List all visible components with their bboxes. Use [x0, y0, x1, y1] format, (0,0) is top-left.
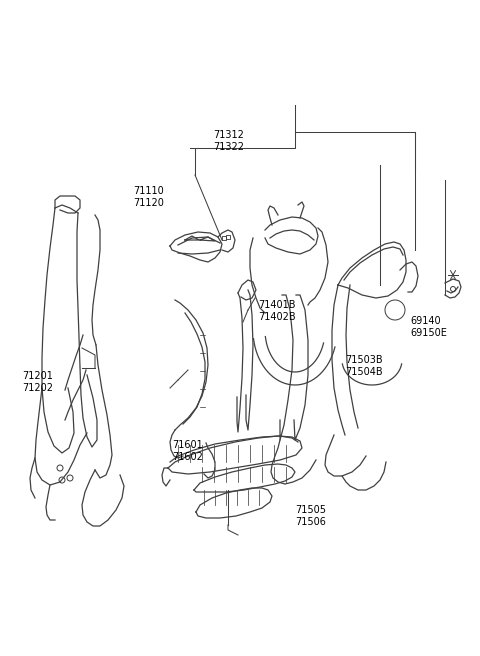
Text: 69140
69150E: 69140 69150E	[410, 316, 447, 338]
Text: 71505
71506: 71505 71506	[295, 505, 326, 527]
Text: 71401B
71402B: 71401B 71402B	[258, 300, 296, 322]
Text: 71110
71120: 71110 71120	[133, 186, 164, 209]
Text: 71503B
71504B: 71503B 71504B	[345, 355, 383, 377]
Text: 71312
71322: 71312 71322	[213, 130, 244, 152]
Text: 71601
71602: 71601 71602	[172, 440, 203, 462]
Text: 71201
71202: 71201 71202	[22, 371, 53, 394]
